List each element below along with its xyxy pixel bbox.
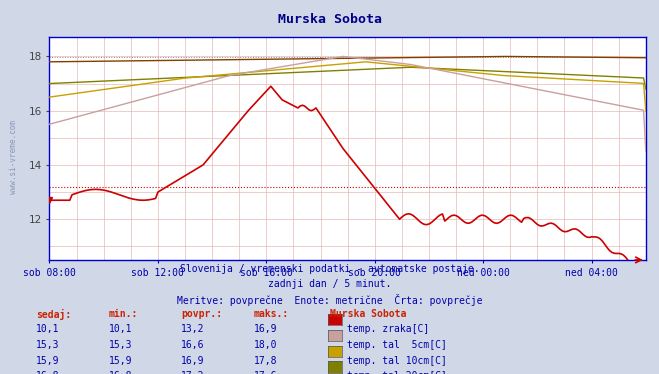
Text: temp. tal 20cm[C]: temp. tal 20cm[C] [347,371,447,374]
Text: temp. tal  5cm[C]: temp. tal 5cm[C] [347,340,447,350]
Text: zadnji dan / 5 minut.: zadnji dan / 5 minut. [268,279,391,289]
Text: Slovenija / vremenski podatki - avtomatske postaje.: Slovenija / vremenski podatki - avtomats… [180,264,479,274]
Text: 16,6: 16,6 [181,340,205,350]
Text: Meritve: povprečne  Enote: metrične  Črta: povprečje: Meritve: povprečne Enote: metrične Črta:… [177,294,482,306]
Text: 10,1: 10,1 [36,324,60,334]
Text: maks.:: maks.: [254,309,289,319]
Text: Murska Sobota: Murska Sobota [277,13,382,26]
Text: 16,9: 16,9 [181,356,205,366]
Text: 15,3: 15,3 [109,340,132,350]
Text: povpr.:: povpr.: [181,309,222,319]
Text: 10,1: 10,1 [109,324,132,334]
Text: 16,8: 16,8 [36,371,60,374]
Text: sedaj:: sedaj: [36,309,71,319]
Text: temp. tal 10cm[C]: temp. tal 10cm[C] [347,356,447,366]
Text: 17,6: 17,6 [254,371,277,374]
Text: 15,9: 15,9 [36,356,60,366]
Text: 15,9: 15,9 [109,356,132,366]
Text: 15,3: 15,3 [36,340,60,350]
Text: temp. zraka[C]: temp. zraka[C] [347,324,429,334]
Text: 17,2: 17,2 [181,371,205,374]
Text: 16,9: 16,9 [254,324,277,334]
Text: 17,8: 17,8 [254,356,277,366]
Text: www.si-vreme.com: www.si-vreme.com [9,120,18,194]
Text: 16,8: 16,8 [109,371,132,374]
Text: 13,2: 13,2 [181,324,205,334]
Text: 18,0: 18,0 [254,340,277,350]
Text: min.:: min.: [109,309,138,319]
Text: Murska Sobota: Murska Sobota [330,309,406,319]
